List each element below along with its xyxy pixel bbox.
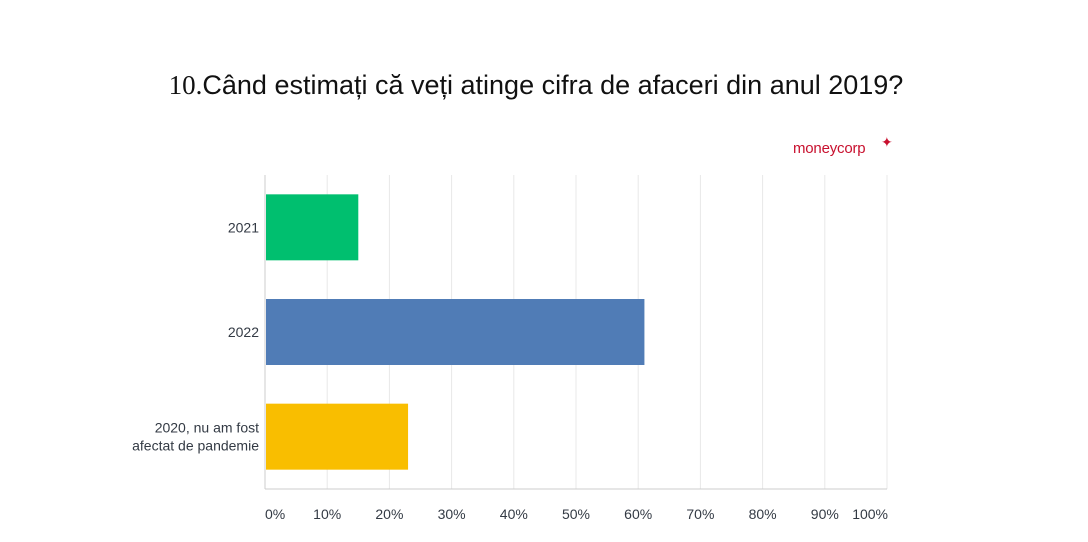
- x-tick-label: 100%: [852, 506, 888, 522]
- chart-title-number: 10.: [168, 70, 203, 100]
- chart-title: 10.Când estimați că veți atinge cifra de…: [0, 70, 1072, 101]
- x-tick-label: 0%: [265, 506, 285, 522]
- chart-title-text: Când estimați că veți atinge cifra de af…: [202, 70, 904, 100]
- x-tick-label: 70%: [686, 506, 714, 522]
- x-tick-label: 10%: [313, 506, 341, 522]
- x-tick-label: 60%: [624, 506, 652, 522]
- bar: [266, 194, 359, 261]
- x-tick-label: 30%: [438, 506, 466, 522]
- bar: [266, 299, 645, 365]
- x-tick-label: 90%: [811, 506, 839, 522]
- moneycorp-logo: moneycorp ✦: [793, 134, 893, 157]
- category-label: 2022: [228, 324, 259, 340]
- category-label: afectat de pandemie: [132, 438, 259, 454]
- x-tick-label: 20%: [375, 506, 403, 522]
- bar: [266, 403, 409, 470]
- x-tick-label: 50%: [562, 506, 590, 522]
- category-label: 2021: [228, 219, 259, 235]
- category-label: 2020, nu am fost: [155, 420, 259, 436]
- logo-text: moneycorp: [793, 140, 866, 157]
- x-tick-label: 80%: [749, 506, 777, 522]
- logo-star-icon: ✦: [881, 134, 893, 150]
- x-tick-label: 40%: [500, 506, 528, 522]
